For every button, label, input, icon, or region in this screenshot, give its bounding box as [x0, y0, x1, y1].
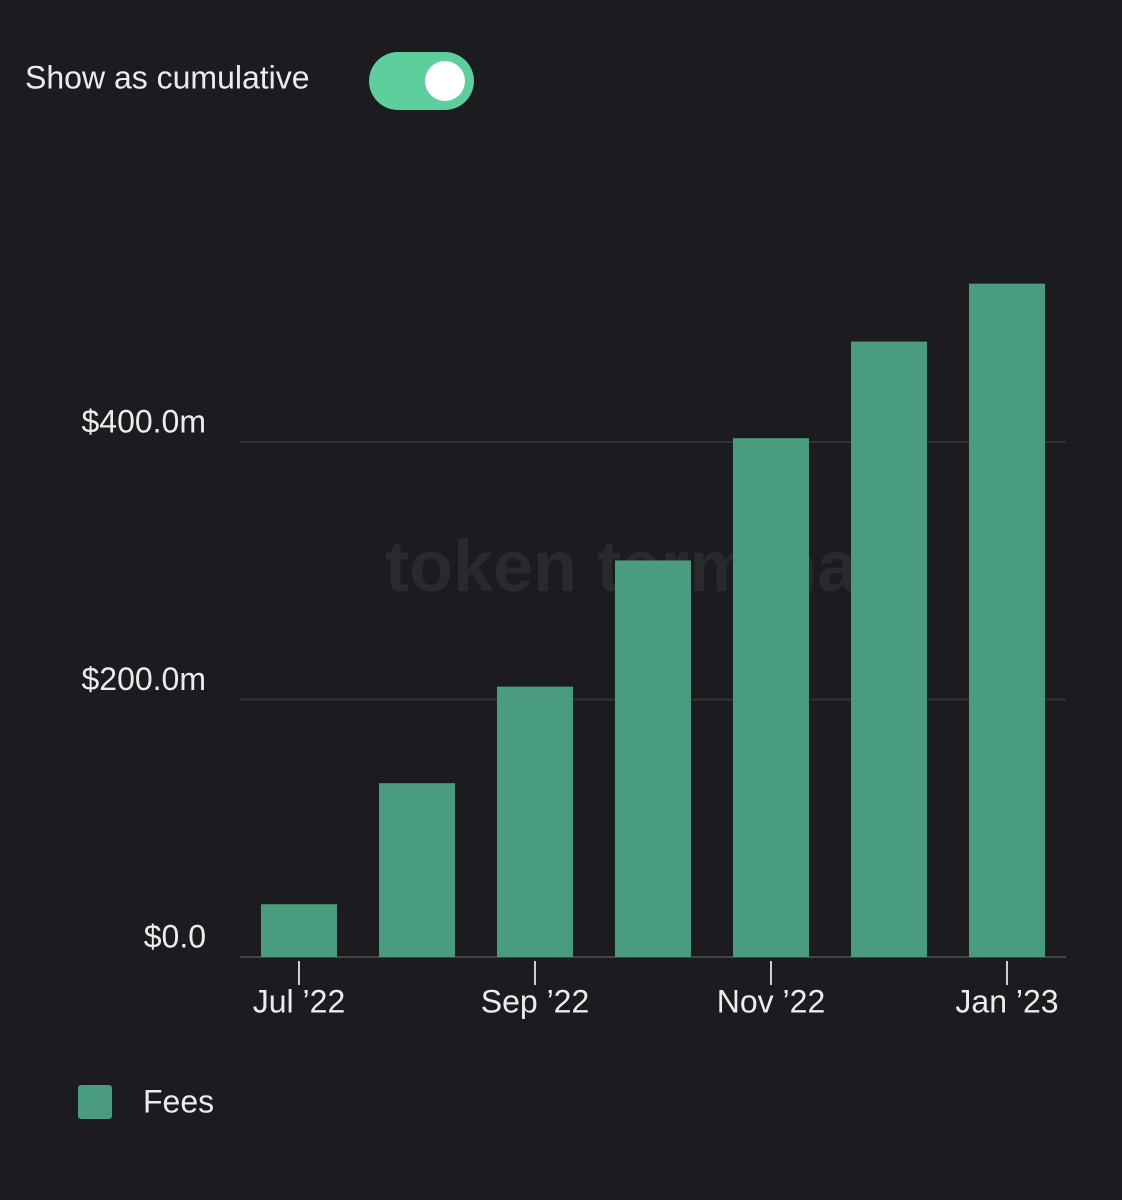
bar — [969, 283, 1045, 957]
legend-label: Fees — [143, 1083, 214, 1119]
toggle-knob[interactable] — [425, 61, 465, 101]
y-tick-label: $400.0m — [81, 403, 206, 439]
bar — [615, 560, 691, 957]
bar — [733, 438, 809, 957]
bar — [497, 686, 573, 957]
bar — [379, 783, 455, 957]
bar — [851, 341, 927, 957]
bar — [261, 904, 337, 957]
y-tick-label: $200.0m — [81, 661, 206, 697]
y-tick-label: $0.0 — [144, 918, 206, 954]
x-tick-label: Sep ’22 — [481, 983, 590, 1019]
x-tick-label: Jul ’22 — [253, 983, 346, 1019]
x-tick-label: Jan ’23 — [955, 983, 1058, 1019]
x-tick-label: Nov ’22 — [717, 983, 826, 1019]
toggle-label: Show as cumulative — [25, 59, 310, 95]
legend-swatch — [78, 1085, 112, 1119]
